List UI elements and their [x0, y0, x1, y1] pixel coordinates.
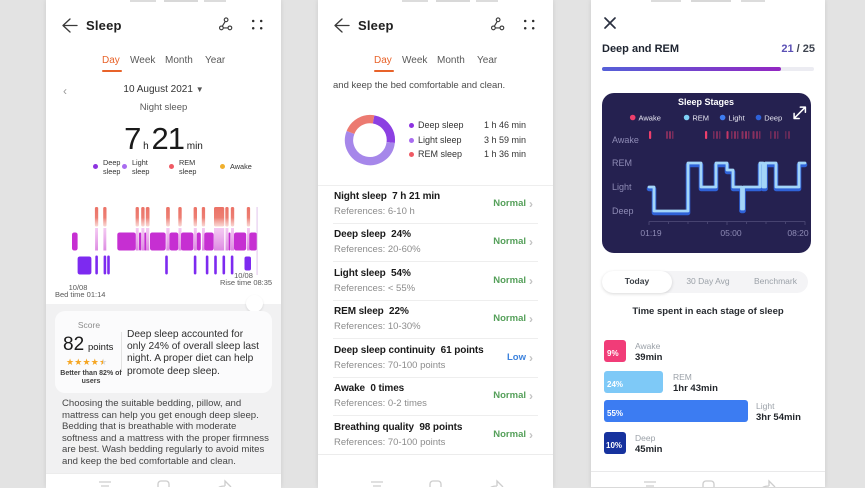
svg-text:05:00: 05:00: [720, 228, 742, 238]
svg-text:Deep: Deep: [764, 113, 782, 122]
svg-text:01:19: 01:19: [640, 228, 662, 238]
svg-text:Sleep Stages: Sleep Stages: [678, 97, 734, 107]
svg-text:Deep: Deep: [612, 206, 634, 216]
svg-text:REM: REM: [612, 158, 632, 168]
svg-text:Light: Light: [728, 113, 745, 122]
svg-text:Light: Light: [612, 182, 632, 192]
svg-text:Awake: Awake: [639, 113, 661, 122]
svg-text:08:20: 08:20: [787, 228, 809, 238]
svg-text:Awake: Awake: [612, 135, 639, 145]
svg-text:REM: REM: [692, 113, 709, 122]
